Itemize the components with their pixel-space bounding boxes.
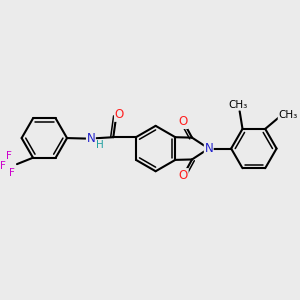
Text: N: N [86,132,95,145]
Text: O: O [115,108,124,121]
Text: O: O [179,169,188,182]
Text: N: N [204,142,213,155]
Text: F: F [0,160,6,171]
Text: O: O [179,116,188,128]
Text: H: H [96,140,104,150]
Text: F: F [9,168,15,178]
Text: CH₃: CH₃ [229,100,248,110]
Text: CH₃: CH₃ [278,110,298,120]
Text: F: F [6,151,12,161]
